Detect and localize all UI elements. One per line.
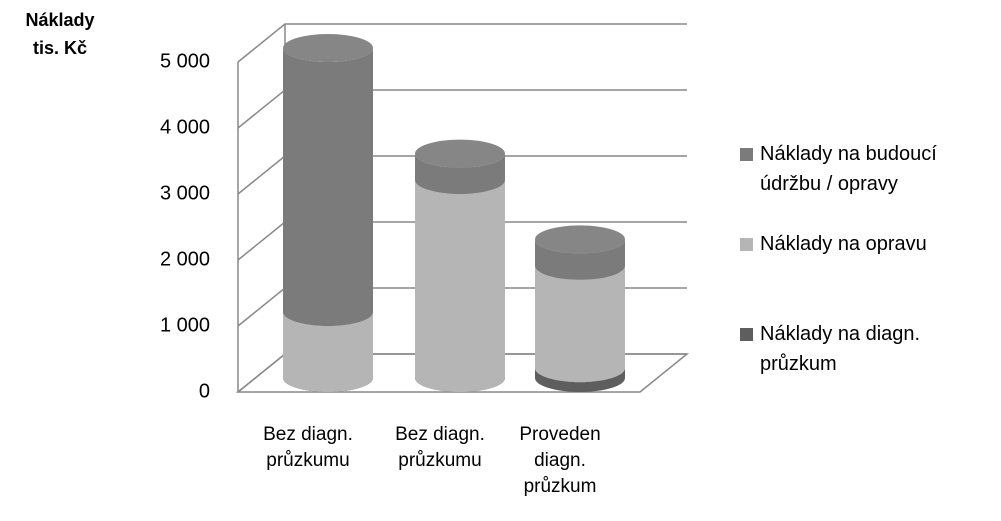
legend-label: Náklady na diagn. průzkum — [760, 323, 921, 375]
y-tick-label: 0 — [199, 380, 210, 402]
x-tick-label: Proveden diagn. průzkum — [519, 424, 601, 497]
y-tick-label: 1 000 — [160, 314, 210, 336]
cylinder-segment — [535, 239, 625, 280]
cylinder-segment — [415, 180, 505, 392]
legend-swatch — [740, 238, 753, 251]
cylinder-segment — [535, 368, 625, 392]
legend-swatch — [740, 328, 753, 341]
cylinder-top — [415, 139, 505, 168]
cylinder-segment — [283, 312, 373, 392]
cylinder-segment — [283, 48, 373, 326]
y-tick-label: 2 000 — [160, 248, 210, 270]
x-tick-label: Bez diagn. průzkumu — [263, 424, 353, 471]
cylinder-top — [535, 225, 625, 254]
cylinder-segment — [535, 265, 625, 383]
y-tick-label: 5 000 — [160, 50, 210, 72]
y-tick-label: 4 000 — [160, 116, 210, 138]
cylinder-top — [283, 34, 373, 62]
y-axis-title: Náklady tis. Kč — [25, 10, 95, 58]
cylinder-segment — [415, 153, 505, 194]
legend-label: Náklady na budoucí údržbu / opravy — [760, 143, 937, 195]
grid-line — [237, 23, 687, 63]
x-tick-label: Bez diagn. průzkumu — [395, 424, 485, 471]
legend-label: Náklady na opravu — [760, 233, 927, 255]
y-tick-label: 3 000 — [160, 182, 210, 204]
legend-swatch — [740, 148, 753, 161]
